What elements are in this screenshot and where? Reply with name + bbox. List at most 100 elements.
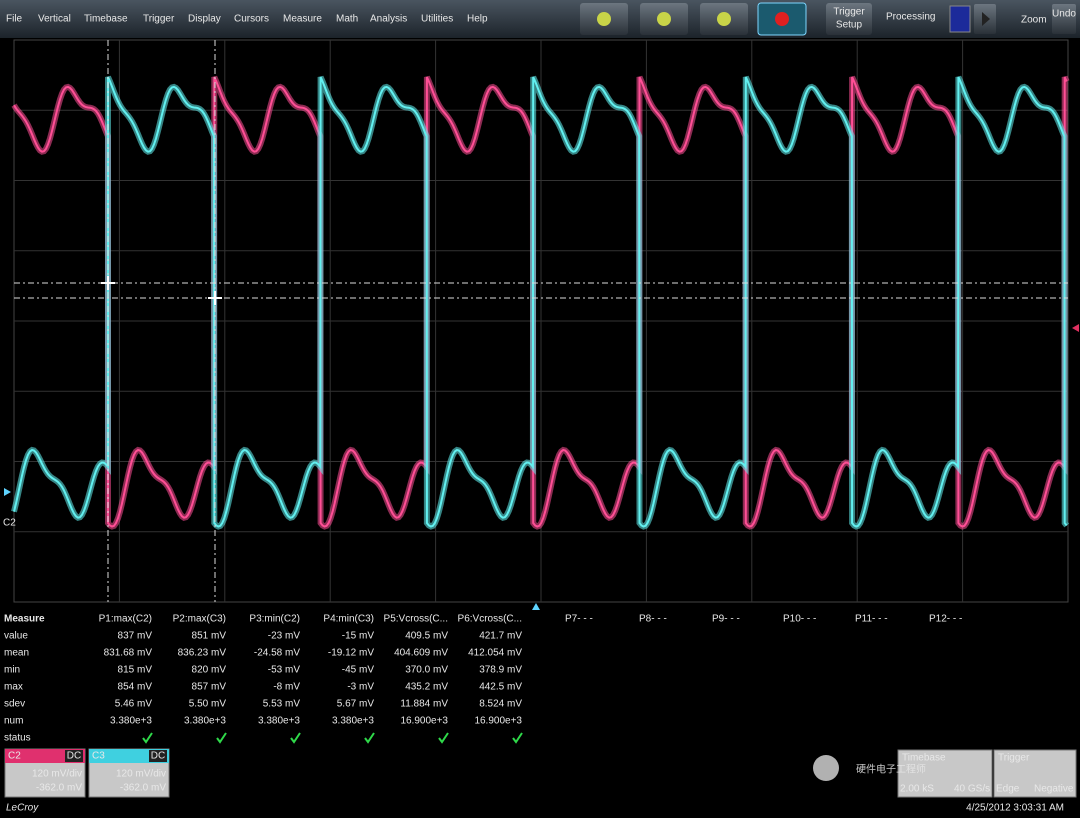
channel-name: C3 [92,751,105,762]
toolbar-label: Trigger [833,7,865,18]
channel-offset: -362.0 mV [36,783,82,794]
measure-value: 442.5 mV [479,682,522,693]
measure-value: -53 mV [268,665,301,676]
measure-value: 5.46 mV [115,699,153,710]
channel-coupling: DC [67,751,81,762]
menu-item[interactable]: Timebase [84,14,128,25]
icon [775,12,789,26]
icon [657,12,671,26]
channel-scale: 120 mV/div [116,769,166,780]
side-label: C2 [3,518,16,529]
timestamp: 4/25/2012 3:03:31 AM [966,803,1064,814]
measure-value: 378.9 mV [479,665,522,676]
coupling-tab [149,750,167,762]
trigger-title: Trigger [998,753,1030,764]
measure-value: 5.67 mV [337,699,375,710]
channel-scale: 120 mV/div [32,769,82,780]
toolbar [580,2,1076,36]
cursor-cross [101,276,115,290]
channel-name: C2 [8,751,21,762]
measure-slot: P9- - - [712,614,740,625]
measure-value: -45 mV [342,665,375,676]
level-marker [1072,324,1079,332]
measure-row-label: value [4,631,28,642]
status-check [512,732,523,744]
status-check [364,732,375,744]
icon [717,12,731,26]
timebase-title: Timebase [902,753,946,764]
measure-slot: P11- - - [855,614,888,625]
measure-value: 370.0 mV [405,665,448,676]
measure-header: Measure [4,614,45,625]
timebase-box[interactable] [897,749,993,798]
measure-value: 11.884 mV [400,699,448,710]
measure-row-label: num [4,716,23,727]
menu-item[interactable]: Display [188,14,221,25]
measure-value: 3.380e+3 [258,716,300,727]
measure-value: 3.380e+3 [110,716,152,727]
menu-item[interactable]: Analysis [370,14,407,25]
measure-value: 857 mV [192,682,227,693]
measure-value: 5.53 mV [263,699,301,710]
measure-value: 820 mV [192,665,227,676]
status-check [290,732,301,744]
measure-slot: P8- - - [639,614,667,625]
status-check [438,732,449,744]
menu-item[interactable]: Vertical [38,14,71,25]
menu-item[interactable]: Help [467,14,488,25]
measure-value: 412.054 mV [468,648,522,659]
menu-item[interactable]: Measure [283,14,322,25]
measure-header: P5:Vcross(C... [384,614,448,625]
toolbar-label: Setup [836,20,863,31]
trigger-marker [532,603,540,610]
measure-value: -24.58 mV [254,648,300,659]
waveform-core [13,76,1068,528]
measure-header: P2:max(C3) [173,614,226,625]
measure-header: P1:max(C2) [99,614,152,625]
timebase-samples: 2.00 kS [900,784,934,795]
menu-item[interactable]: File [6,14,23,25]
measure-value: -19.12 mV [328,648,374,659]
watermark-icon [813,755,839,781]
trigger-setup-button[interactable] [826,3,872,35]
measure-value: 5.50 mV [189,699,227,710]
measure-value: 404.609 mV [394,648,448,659]
menu-item[interactable]: Math [336,14,358,25]
menu-item[interactable]: Trigger [143,14,175,25]
logo: LeCroy [6,803,39,814]
measure-value: -3 mV [347,682,374,693]
trigger-box[interactable] [993,749,1077,798]
toolbar-label: Processing [886,12,935,23]
channel-offset: -362.0 mV [120,783,166,794]
menu-item[interactable]: Utilities [421,14,453,25]
channel-coupling: DC [151,751,165,762]
measure-header: P4:min(C3) [323,614,374,625]
waveforms [11,75,1070,530]
status-check [142,732,153,744]
measure-value: 409.5 mV [405,631,448,642]
menu-bar [0,0,1080,38]
cursors [14,40,1068,602]
watermark: 硬件电子工程师 [856,763,926,776]
menu-item[interactable]: Cursors [234,14,269,25]
processing-indicator [949,5,971,33]
measure-value: 815 mV [118,665,153,676]
trigger-mode: Edge [996,784,1020,795]
undo-button[interactable] [1052,4,1076,34]
measure-value: 16.900e+3 [474,716,522,727]
measure-row-label: mean [4,648,29,659]
toolbar-label: Zoom [1021,15,1047,26]
toolbar-label: Undo [1052,9,1076,20]
measure-row-label: sdev [4,699,25,710]
waveform-core [13,76,1068,528]
measure-value: 837 mV [118,631,153,642]
measure-value: 836.23 mV [178,648,227,659]
icon [597,12,611,26]
timebase-rate: 40 GS/s [954,784,990,795]
status-check [216,732,227,744]
coupling-tab [65,750,83,762]
measure-value: 8.524 mV [479,699,522,710]
measure-value: 854 mV [118,682,153,693]
measure-value: 421.7 mV [479,631,522,642]
